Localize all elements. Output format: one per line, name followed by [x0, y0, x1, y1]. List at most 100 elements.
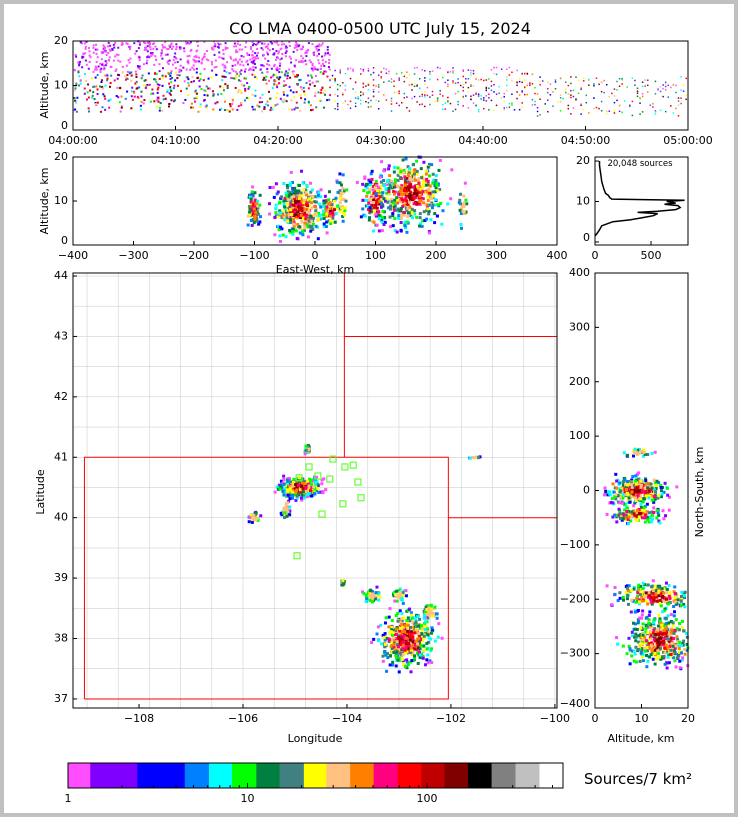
ns-altitude-ytick-label: 200: [569, 375, 590, 388]
ns-altitude-source: [609, 500, 613, 504]
map-source: [425, 647, 429, 651]
ns-altitude-source: [672, 631, 676, 635]
ew-altitude-source: [282, 209, 286, 213]
ns-altitude-source: [646, 602, 650, 606]
ew-altitude-source: [419, 187, 423, 191]
ns-altitude-source: [661, 610, 665, 614]
time-height-source: [659, 86, 662, 88]
time-height-source: [92, 91, 95, 94]
time-height-source: [347, 67, 349, 70]
time-height-source: [145, 62, 148, 65]
time-height-source: [477, 110, 480, 113]
ew-altitude-source: [316, 237, 320, 241]
map-source: [409, 646, 413, 650]
ew-altitude-source: [407, 211, 411, 215]
ns-altitude-source: [654, 657, 658, 661]
map-source: [424, 631, 428, 635]
time-height-source: [198, 60, 201, 63]
ns-altitude-source: [625, 513, 629, 517]
time-height-source: [137, 97, 140, 100]
ns-altitude-source: [682, 629, 686, 633]
time-height-source: [570, 113, 572, 115]
ew-altitude-source: [303, 207, 307, 211]
time-height-source: [324, 60, 327, 63]
time-height-source: [116, 77, 119, 80]
time-height-source: [354, 97, 357, 99]
time-height-source: [182, 66, 185, 69]
map-source: [304, 490, 308, 494]
ew-altitude-source: [433, 221, 437, 225]
ew-altitude-source: [403, 224, 407, 228]
ns-altitude-source: [667, 652, 671, 656]
time-height-source: [654, 111, 657, 113]
ns-altitude-source: [641, 622, 645, 626]
ew-altitude-source: [391, 214, 395, 218]
ew-altitude-source: [327, 219, 331, 223]
ns-altitude-source: [667, 594, 671, 598]
ns-altitude-source: [645, 625, 649, 629]
time-height-source: [264, 103, 267, 106]
time-height-source: [672, 112, 675, 114]
time-height-source: [539, 98, 541, 100]
time-height-source: [285, 55, 288, 58]
ns-altitude-source: [609, 603, 613, 607]
map-source: [292, 477, 296, 481]
map-source: [422, 636, 426, 640]
time-height-source: [472, 85, 475, 87]
ew-altitude-source: [386, 192, 390, 196]
ew-altitude-source: [409, 190, 413, 194]
time-height-source: [308, 79, 311, 82]
time-height-source: [549, 83, 552, 85]
ew-altitude-source: [420, 176, 424, 180]
time-height-source: [151, 53, 154, 56]
time-height-source: [161, 57, 164, 60]
time-height-source: [357, 96, 359, 98]
time-height-source: [149, 46, 152, 49]
time-height-source: [185, 76, 188, 79]
time-height-ytick-label: 10: [54, 79, 68, 92]
ew-altitude-source: [370, 203, 374, 207]
ew-altitude-source: [395, 230, 399, 234]
ew-altitude-source: [368, 180, 372, 184]
time-height-source: [75, 83, 78, 86]
ns-altitude-source: [666, 645, 670, 649]
ns-altitude-source: [641, 514, 645, 518]
ns-altitude-source: [654, 490, 658, 494]
time-height-source: [293, 108, 296, 111]
ew-altitude-source: [396, 184, 400, 188]
time-height-source: [295, 41, 298, 44]
time-height-source: [257, 57, 260, 60]
ew-altitude-source: [379, 180, 383, 184]
ns-altitude-source: [677, 646, 681, 650]
time-height-source: [667, 96, 669, 98]
time-height-source: [128, 45, 131, 48]
colorbar-segment: [90, 763, 138, 788]
time-height-source: [235, 74, 238, 77]
map-source: [415, 648, 419, 652]
ns-altitude-source: [631, 509, 635, 513]
map-source: [297, 484, 301, 488]
ns-altitude-source: [666, 655, 670, 659]
time-height-source: [117, 59, 120, 62]
time-height-source: [248, 53, 251, 56]
map-source: [284, 505, 288, 509]
ns-altitude-source: [678, 621, 682, 625]
time-height-source: [307, 42, 310, 45]
time-height-source: [321, 62, 324, 65]
time-height-source: [147, 54, 150, 57]
map-source: [406, 623, 410, 627]
time-height-source: [344, 84, 347, 87]
ns-altitude-source: [633, 501, 637, 505]
time-height-xtick-label: 04:00:00: [48, 134, 97, 147]
time-height-source: [593, 85, 595, 87]
ns-altitude-source: [639, 502, 643, 506]
time-height-source: [303, 93, 306, 96]
ew-altitude-source: [299, 191, 303, 195]
map-source: [305, 481, 309, 485]
ew-altitude-source: [399, 192, 403, 196]
time-height-source: [137, 66, 140, 69]
ew-altitude-source: [410, 171, 414, 175]
map-source: [404, 643, 408, 647]
time-height-source: [197, 110, 200, 113]
map-source: [309, 492, 313, 496]
